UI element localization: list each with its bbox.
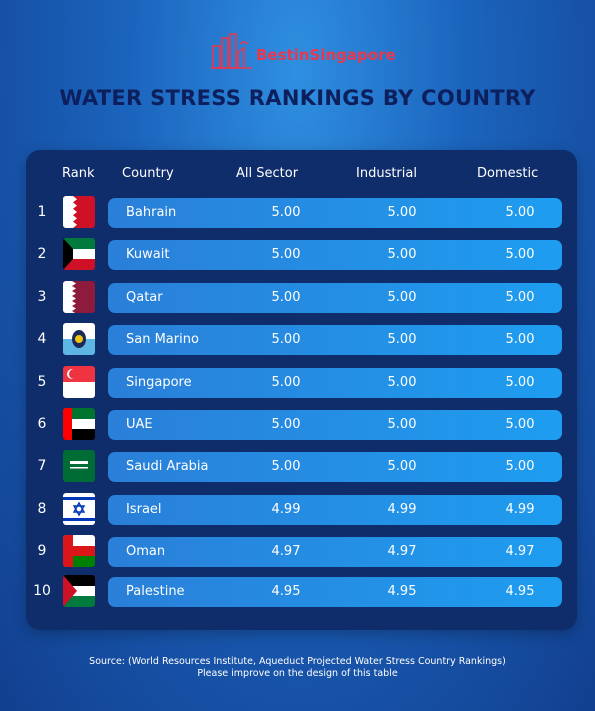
table-row: 7 Saudi Arabia 5.00 5.00 5.00 (26, 450, 577, 482)
country-name: Saudi Arabia (126, 459, 209, 474)
column-header-industrial: Industrial (356, 166, 417, 181)
all-sector-value: 5.00 (271, 417, 301, 432)
industrial-value: 5.00 (387, 459, 417, 474)
design-note: Please improve on the design of this tab… (197, 668, 398, 679)
table-row: 10 Palestine 4.95 4.95 4.95 (26, 575, 577, 607)
palestine-flag-icon (63, 575, 95, 607)
domestic-value: 5.00 (505, 459, 535, 474)
country-name: Oman (126, 544, 166, 559)
industrial-value: 4.99 (387, 502, 417, 517)
bahrain-flag-icon (63, 196, 95, 228)
domestic-value: 5.00 (505, 332, 535, 347)
industrial-value: 5.00 (387, 205, 417, 220)
table-row: 9 Oman 4.97 4.97 4.97 (26, 535, 577, 567)
column-header-all-sector: All Sector (236, 166, 299, 181)
saudi-arabia-flag-icon (63, 450, 95, 482)
uae-flag-icon (63, 408, 95, 440)
brand-name: BestinSingapore (256, 46, 396, 64)
domestic-value: 5.00 (505, 205, 535, 220)
country-name: Singapore (126, 375, 192, 390)
table-row: 1 Bahrain 5.00 5.00 5.00 (26, 196, 577, 228)
rank-number: 5 (37, 374, 47, 390)
domestic-value: 5.00 (505, 375, 535, 390)
row-bar (108, 240, 562, 270)
row-bar (108, 410, 562, 440)
brand-logo[interactable]: BestinSingapore (210, 32, 396, 76)
rankings-table: Rank Country All Sector Industrial Domes… (26, 150, 577, 630)
all-sector-value: 5.00 (271, 332, 301, 347)
column-header-domestic: Domestic (477, 166, 539, 181)
industrial-value: 5.00 (387, 332, 417, 347)
singapore-flag-icon (63, 366, 95, 398)
row-bar (108, 283, 562, 313)
san-marino-flag-icon (63, 323, 95, 355)
table-row: 8 Israel 4.99 4.99 4.99 (26, 493, 577, 525)
row-bar (108, 537, 562, 567)
all-sector-value: 5.00 (271, 290, 301, 305)
row-bar (108, 368, 562, 398)
city-skyline-icon (211, 33, 252, 69)
page-title: WATER STRESS RANKINGS BY COUNTRY (59, 86, 536, 110)
rank-number: 2 (37, 246, 47, 262)
country-name: UAE (126, 417, 153, 432)
country-name: San Marino (126, 332, 199, 347)
source-note: Source: (World Resources Institute, Aque… (0, 656, 595, 680)
industrial-value: 5.00 (387, 247, 417, 262)
country-name: Qatar (126, 290, 163, 305)
row-bar (108, 325, 562, 355)
table-row: 3 Qatar 5.00 5.00 5.00 (26, 281, 577, 313)
domestic-value: 4.95 (505, 584, 535, 599)
country-name: Bahrain (126, 205, 177, 220)
all-sector-value: 4.97 (271, 544, 301, 559)
row-bar (108, 577, 562, 607)
source-line: Source: (World Resources Institute, Aque… (89, 656, 506, 667)
all-sector-value: 4.95 (271, 584, 301, 599)
rank-number: 8 (37, 501, 47, 517)
industrial-value: 5.00 (387, 290, 417, 305)
country-name: Palestine (126, 584, 185, 599)
rank-number: 9 (37, 543, 47, 559)
table-row: 5 Singapore 5.00 5.00 5.00 (26, 366, 577, 398)
rank-number: 3 (37, 289, 47, 305)
rank-number: 4 (37, 331, 47, 347)
country-name: Kuwait (126, 247, 170, 262)
domestic-value: 5.00 (505, 290, 535, 305)
all-sector-value: 5.00 (271, 375, 301, 390)
all-sector-value: 5.00 (271, 459, 301, 474)
industrial-value: 5.00 (387, 417, 417, 432)
all-sector-value: 5.00 (271, 247, 301, 262)
row-bar (108, 198, 562, 228)
all-sector-value: 4.99 (271, 502, 301, 517)
israel-flag-icon (63, 493, 95, 525)
column-header-country: Country (122, 166, 174, 181)
kuwait-flag-icon (63, 238, 95, 270)
table-row: 2 Kuwait 5.00 5.00 5.00 (26, 238, 577, 270)
rank-number: 1 (37, 204, 47, 220)
rank-number: 10 (33, 583, 51, 599)
domestic-value: 5.00 (505, 417, 535, 432)
domestic-value: 4.97 (505, 544, 535, 559)
qatar-flag-icon (63, 281, 95, 313)
industrial-value: 5.00 (387, 375, 417, 390)
row-bar (108, 495, 562, 525)
table-row: 6 UAE 5.00 5.00 5.00 (26, 408, 577, 440)
industrial-value: 4.95 (387, 584, 417, 599)
header: BestinSingapore WATER STRESS RANKINGS BY… (0, 0, 595, 140)
all-sector-value: 5.00 (271, 205, 301, 220)
domestic-value: 4.99 (505, 502, 535, 517)
rank-number: 7 (37, 458, 47, 474)
rank-number: 6 (37, 416, 47, 432)
oman-flag-icon (63, 535, 95, 567)
domestic-value: 5.00 (505, 247, 535, 262)
column-header-rank: Rank (62, 166, 95, 181)
row-bar (108, 452, 562, 482)
table-row: 4 San Marino 5.00 5.00 5.00 (26, 323, 577, 355)
industrial-value: 4.97 (387, 544, 417, 559)
country-name: Israel (126, 502, 162, 517)
